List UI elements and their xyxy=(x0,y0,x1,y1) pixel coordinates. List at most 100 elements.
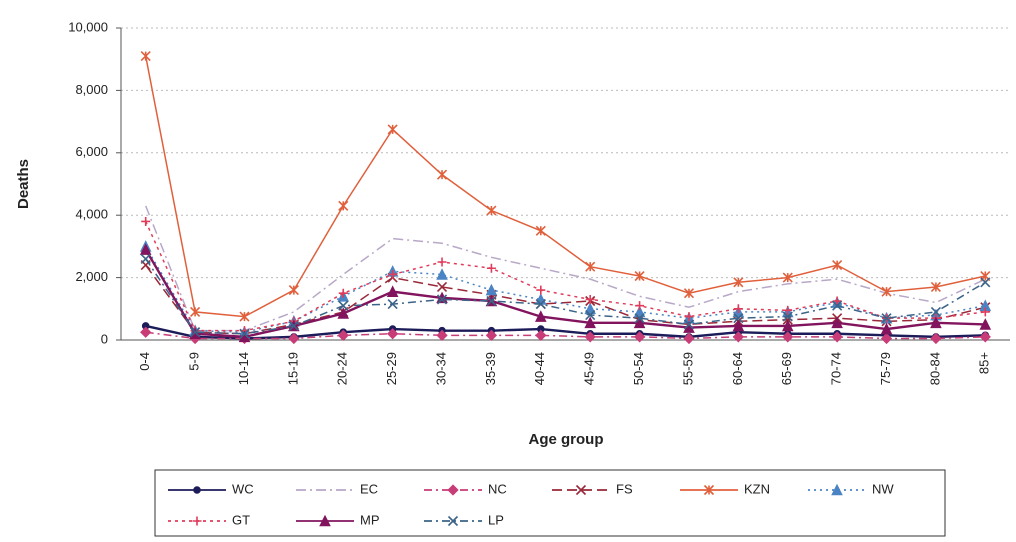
x-tick-label: 5-9 xyxy=(187,352,202,371)
x-tick-label: 60-64 xyxy=(730,352,745,385)
data-point xyxy=(288,285,299,296)
legend-label: FS xyxy=(616,481,633,496)
data-point xyxy=(536,285,546,295)
series-line xyxy=(145,258,986,335)
y-axis-title: Deaths xyxy=(15,159,32,209)
x-tick-label: 45-49 xyxy=(582,352,597,385)
series-line xyxy=(144,205,986,332)
x-tick-label: 50-54 xyxy=(631,352,646,385)
series-line xyxy=(145,324,986,340)
data-point xyxy=(782,272,793,283)
data-point xyxy=(437,257,447,267)
data-point xyxy=(733,304,743,314)
data-point xyxy=(635,301,645,311)
data-point xyxy=(388,269,398,279)
data-point xyxy=(634,270,645,282)
data-point xyxy=(436,169,448,180)
data-point xyxy=(239,311,250,322)
x-tick-label: 20-24 xyxy=(335,352,350,385)
legend-box xyxy=(154,469,946,537)
x-tick-label: 55-59 xyxy=(680,352,695,385)
data-point xyxy=(239,328,250,339)
data-point xyxy=(832,296,842,306)
data-point xyxy=(980,307,990,317)
data-point xyxy=(979,331,991,343)
x-tick-label: 80-84 xyxy=(927,352,942,385)
data-point xyxy=(141,216,151,226)
data-point xyxy=(535,225,546,236)
data-point xyxy=(584,331,596,343)
data-point xyxy=(140,253,151,264)
legend-marker xyxy=(192,516,202,526)
data-point xyxy=(880,322,893,335)
data-point xyxy=(930,281,941,293)
legend-label: GT xyxy=(232,512,250,527)
series-line xyxy=(144,55,986,318)
data-point xyxy=(633,305,646,318)
data-point xyxy=(683,288,695,299)
legend-label: NW xyxy=(872,481,894,496)
y-tick-label: 10,000 xyxy=(68,19,108,34)
data-point xyxy=(139,243,152,255)
data-point xyxy=(980,277,991,288)
data-point xyxy=(832,300,843,311)
data-point xyxy=(832,260,843,271)
data-point xyxy=(831,331,843,343)
data-point xyxy=(782,331,794,343)
data-point xyxy=(733,313,744,324)
data-point xyxy=(733,277,744,288)
x-tick-label: 35-39 xyxy=(483,352,498,385)
data-point xyxy=(584,302,596,315)
data-point xyxy=(436,268,448,280)
legend-label: WC xyxy=(232,481,254,496)
data-point xyxy=(930,306,941,317)
legend-marker xyxy=(703,484,715,496)
data-point xyxy=(930,316,942,329)
data-point xyxy=(486,263,496,273)
x-tick-label: 70-74 xyxy=(829,352,844,385)
data-point xyxy=(781,319,794,332)
legend-label: EC xyxy=(360,481,378,496)
data-point xyxy=(930,332,942,345)
data-point xyxy=(633,316,646,329)
data-point xyxy=(683,332,695,345)
data-point xyxy=(140,51,151,62)
data-point xyxy=(288,320,299,332)
x-tick-label: 0-4 xyxy=(137,352,152,371)
data-point xyxy=(634,313,645,324)
data-point xyxy=(783,305,793,315)
data-point xyxy=(486,295,497,307)
y-tick-label: 6,000 xyxy=(75,144,108,159)
x-tick-label: 10-14 xyxy=(236,352,251,385)
x-tick-label: 25-29 xyxy=(384,352,399,385)
data-point xyxy=(584,316,596,329)
x-axis-title: Age group xyxy=(529,431,604,448)
data-point xyxy=(387,299,398,310)
x-tick-label: 30-34 xyxy=(433,352,448,385)
data-point xyxy=(288,332,300,345)
legend-marker xyxy=(447,515,459,527)
data-point xyxy=(585,294,595,304)
series-line xyxy=(145,221,986,332)
y-tick-label: 8,000 xyxy=(75,82,108,97)
y-tick-label: 0 xyxy=(101,331,108,346)
data-point xyxy=(338,300,349,311)
series-line xyxy=(145,331,986,340)
data-point xyxy=(633,331,646,343)
data-point xyxy=(535,310,547,322)
legend-label: MP xyxy=(360,512,380,527)
data-point xyxy=(337,307,350,319)
legend-marker xyxy=(193,486,201,494)
data-point xyxy=(387,124,398,135)
data-point xyxy=(684,312,694,322)
series-line xyxy=(144,248,986,339)
x-tick-label: 75-79 xyxy=(878,352,893,385)
x-tick-label: 65-69 xyxy=(779,352,794,385)
data-point xyxy=(387,328,399,340)
data-point xyxy=(732,331,744,343)
legend-label: NC xyxy=(488,481,507,496)
legend-label: LP xyxy=(488,512,504,527)
data-point xyxy=(585,309,596,321)
